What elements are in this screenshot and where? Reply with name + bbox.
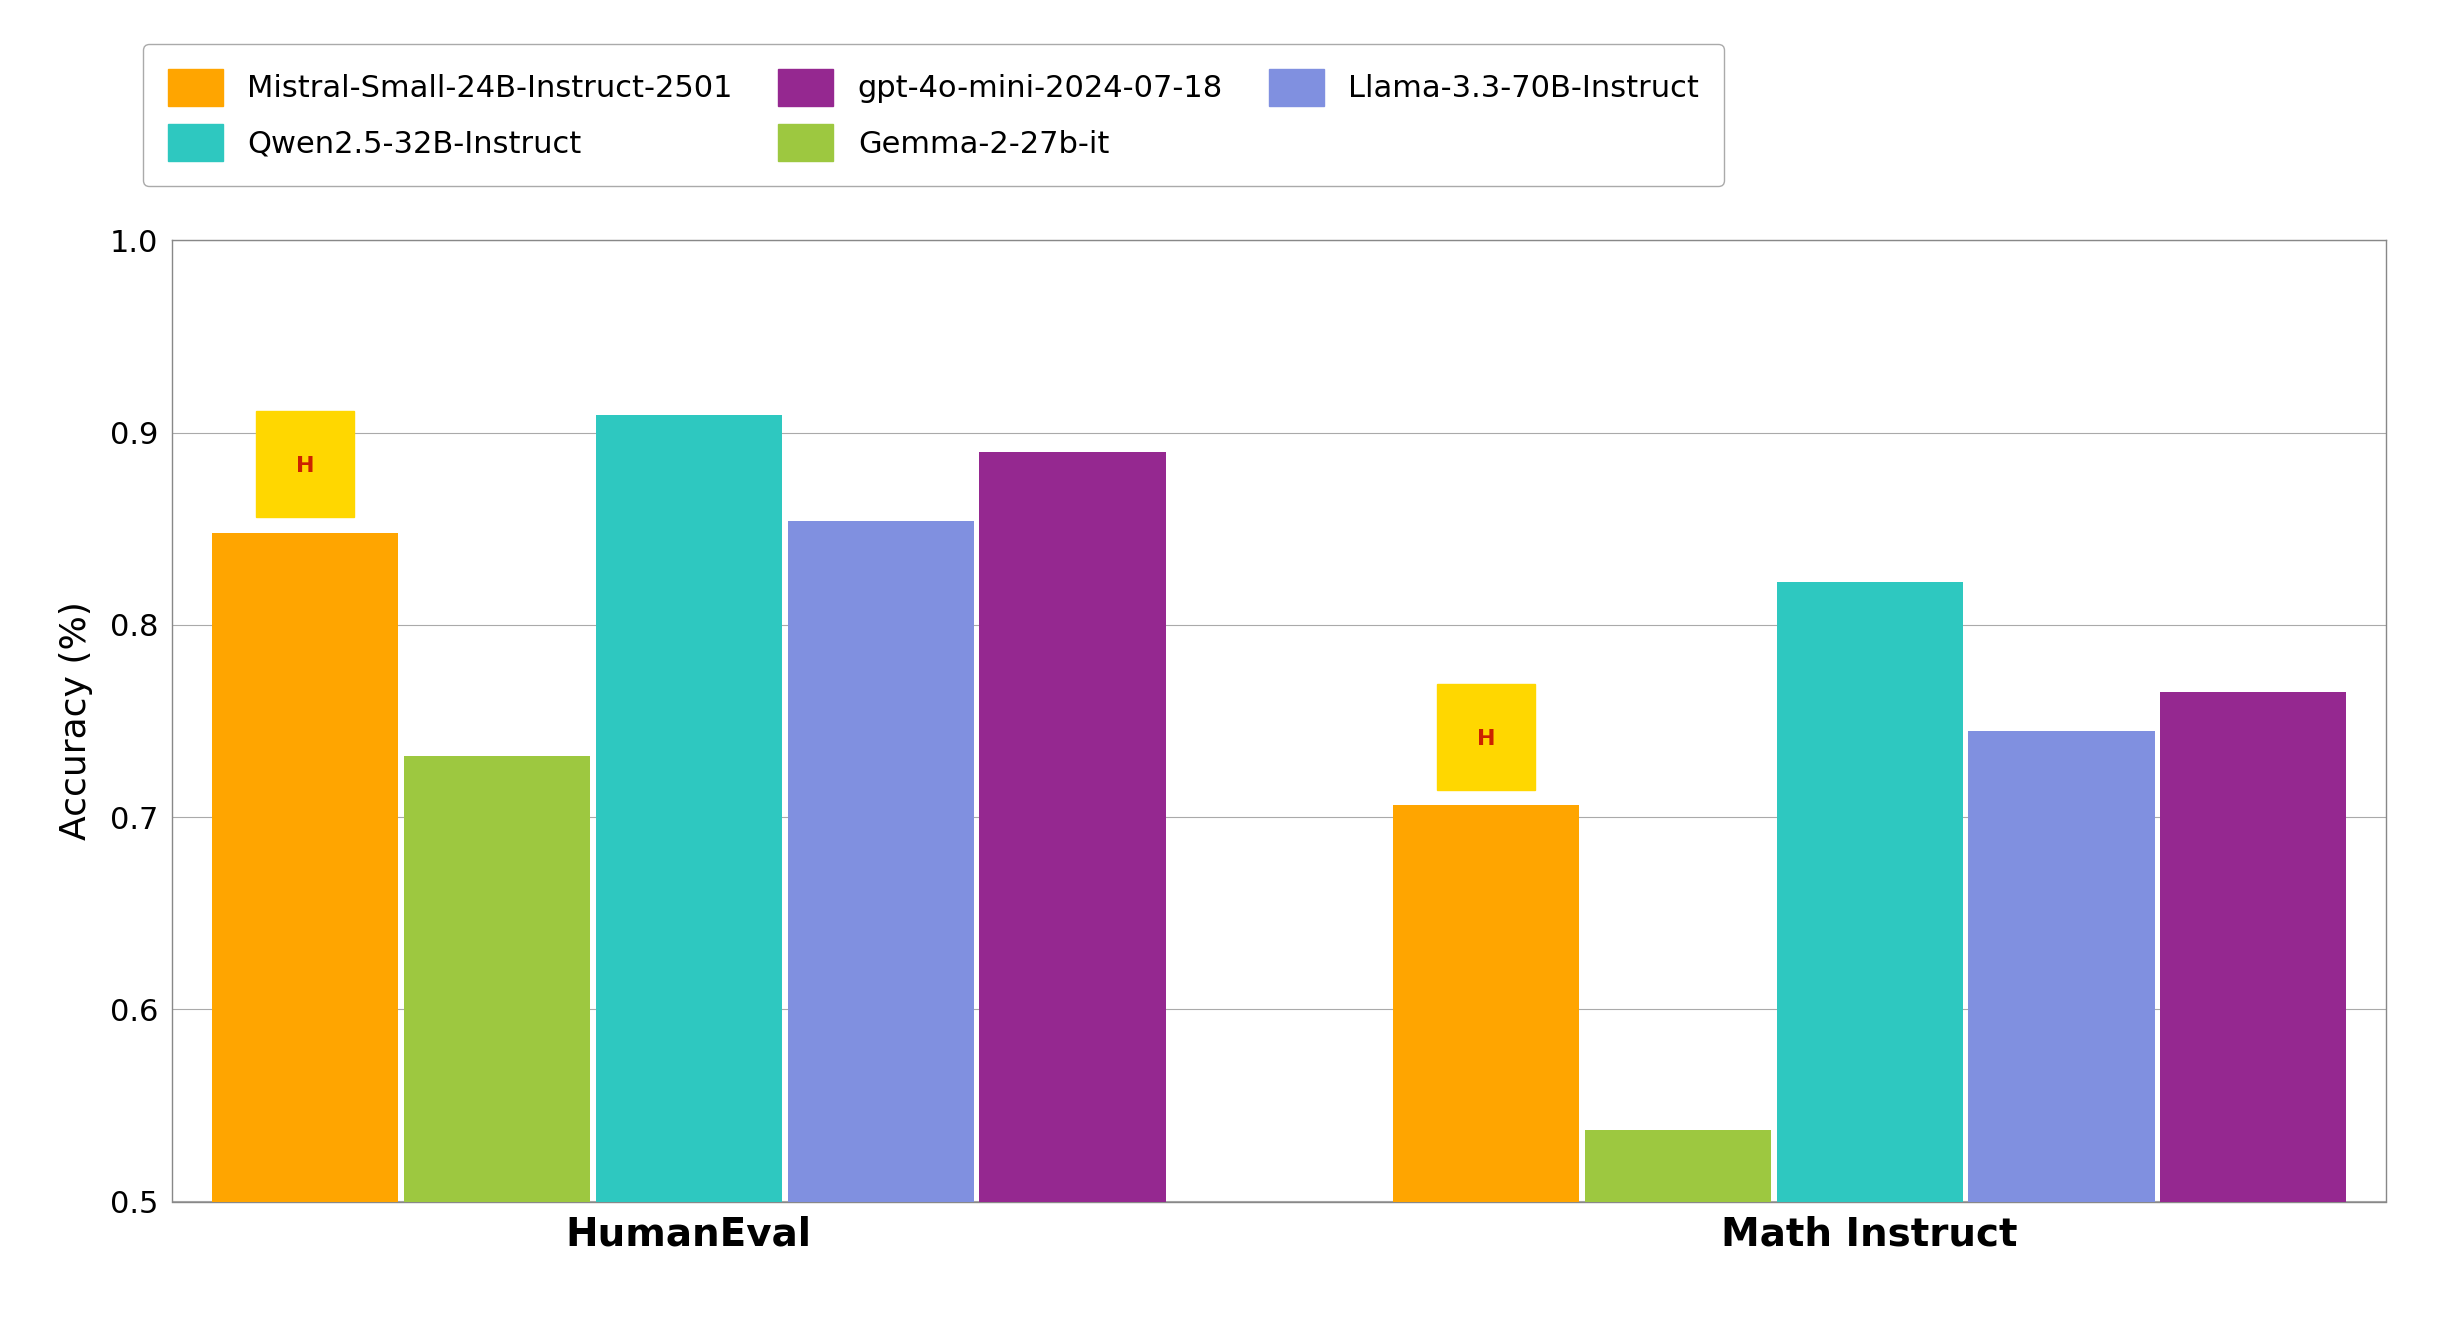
Bar xyxy=(787,521,974,1335)
Bar xyxy=(1437,685,1535,790)
Bar xyxy=(212,533,399,1335)
Text: H: H xyxy=(295,457,315,477)
Bar xyxy=(595,415,782,1335)
Text: H: H xyxy=(1476,729,1496,749)
Bar xyxy=(1968,730,2155,1335)
Bar xyxy=(256,411,354,517)
Bar xyxy=(1776,582,1963,1335)
Bar xyxy=(1392,805,1579,1335)
Bar xyxy=(403,756,590,1335)
Bar xyxy=(1584,1131,1771,1335)
Legend: Mistral-Small-24B-Instruct-2501, Qwen2.5-32B-Instruct, gpt-4o-mini-2024-07-18, G: Mistral-Small-24B-Instruct-2501, Qwen2.5… xyxy=(143,44,1724,186)
Bar xyxy=(2160,692,2347,1335)
Bar xyxy=(979,451,1166,1335)
Y-axis label: Accuracy (%): Accuracy (%) xyxy=(59,602,93,840)
